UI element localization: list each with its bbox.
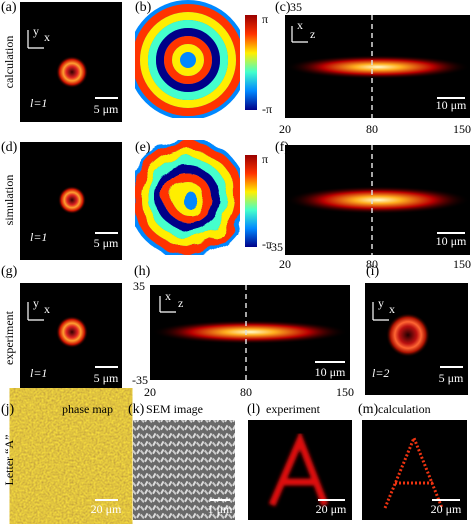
label: 80: [240, 385, 252, 399]
label: -35: [267, 240, 283, 254]
label: (j): [1, 402, 15, 417]
label: (h): [134, 264, 151, 279]
label: experiment: [2, 310, 16, 365]
label: 35: [290, 0, 302, 14]
label: y: [33, 296, 39, 310]
label: 80: [366, 122, 378, 136]
label: 20: [279, 257, 291, 271]
label: 10 μm: [436, 98, 467, 112]
label: y: [33, 24, 39, 38]
label: 35: [133, 279, 145, 293]
label: (e): [135, 140, 151, 155]
label: (c): [275, 0, 291, 15]
label: 10 μm: [436, 234, 467, 248]
scale-bars: [95, 97, 465, 501]
label: l=1: [30, 96, 47, 110]
label: 150: [453, 122, 471, 136]
label: (m): [358, 402, 379, 417]
label: 1 μm: [208, 502, 233, 516]
label: 5 μm: [439, 371, 464, 385]
label: 10 μm: [315, 365, 346, 379]
label: 150: [336, 385, 354, 399]
label: (g): [1, 264, 18, 279]
label: (i): [366, 264, 380, 279]
label: 5 μm: [94, 236, 119, 250]
label: 5 μm: [94, 102, 119, 116]
label: π: [262, 152, 268, 166]
label: experiment: [266, 402, 321, 416]
label: calculation: [2, 36, 16, 89]
label: simulation: [2, 175, 16, 226]
label: 20: [279, 122, 291, 136]
label: 20 μm: [431, 502, 462, 516]
label: (a): [1, 0, 17, 15]
label: l=2: [372, 366, 389, 380]
label: SEM image: [146, 402, 203, 416]
label: 5 μm: [94, 371, 119, 385]
label: l=1: [30, 230, 47, 244]
label: l=1: [30, 366, 47, 380]
label: (b): [135, 0, 152, 15]
label: (f): [275, 140, 289, 155]
label: 20 μm: [91, 502, 122, 516]
label: calculation: [378, 402, 431, 416]
label: 150: [453, 257, 471, 271]
label: π: [262, 12, 268, 26]
label: z: [178, 296, 183, 310]
label: x: [165, 289, 171, 303]
label: -35: [132, 373, 148, 387]
label: 80: [366, 257, 378, 271]
label: phase map: [62, 402, 113, 416]
label: (l): [247, 402, 261, 417]
label: 20 μm: [316, 502, 347, 516]
label: 20: [144, 385, 156, 399]
label: x: [297, 18, 303, 32]
label: (d): [1, 140, 18, 155]
label: -π: [262, 237, 272, 251]
label: Letter “A”: [2, 435, 16, 486]
label: z: [310, 27, 315, 41]
label: x: [389, 302, 395, 316]
label: x: [44, 302, 50, 316]
axis-arrows: [27, 26, 389, 321]
label: -π: [262, 102, 272, 116]
images: [20, 0, 470, 520]
label: x: [44, 30, 50, 44]
label: y: [378, 296, 384, 310]
label: (k): [128, 402, 145, 417]
